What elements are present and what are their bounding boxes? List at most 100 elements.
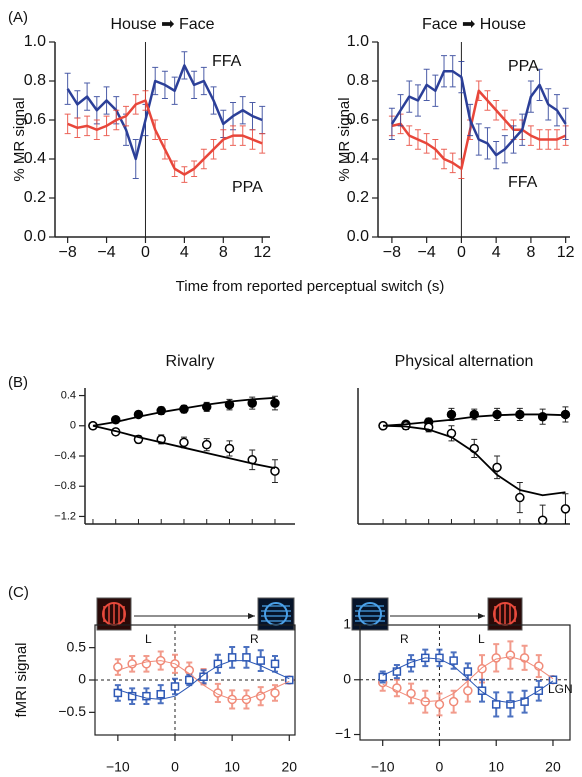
series-line bbox=[67, 99, 263, 176]
marker-circle bbox=[492, 462, 502, 473]
error-bar bbox=[388, 107, 395, 140]
stimulus-label: L bbox=[145, 632, 152, 646]
icon-stripes bbox=[355, 605, 385, 622]
x-axis-label: Time from reported perceptual switch (s) bbox=[176, 278, 445, 295]
plot-area bbox=[113, 646, 295, 710]
series-label: PPA bbox=[232, 179, 263, 196]
stimulus-label: R bbox=[250, 632, 259, 646]
x-tick-label: −4 bbox=[418, 244, 436, 261]
plot-area bbox=[64, 51, 266, 183]
marker-square bbox=[548, 675, 558, 685]
series-label: FFA bbox=[508, 174, 538, 191]
marker-circle bbox=[141, 659, 152, 669]
series-line bbox=[92, 424, 276, 469]
x-tick-label: 0 bbox=[436, 759, 444, 775]
x-tick-label: 4 bbox=[180, 244, 189, 261]
marker-square bbox=[449, 656, 458, 665]
annotation: LGN bbox=[548, 682, 573, 696]
marker-square bbox=[506, 700, 515, 709]
y-tick-label: 1 bbox=[343, 616, 351, 632]
series-line bbox=[382, 657, 554, 704]
marker-circle bbox=[560, 504, 571, 514]
x-tick-label: −4 bbox=[97, 244, 115, 261]
marker-square bbox=[270, 659, 280, 669]
y-axis-label: fMRI signal bbox=[13, 642, 30, 717]
x-tick-label: 4 bbox=[492, 244, 501, 261]
marker-square bbox=[463, 667, 473, 676]
series-line bbox=[391, 89, 567, 170]
marker-square bbox=[185, 675, 194, 685]
y-tick-label: 0.2 bbox=[347, 189, 369, 206]
y-tick-label: 0.4 bbox=[24, 150, 46, 167]
series-label: PPA bbox=[508, 58, 539, 75]
x-tick-label: −8 bbox=[59, 244, 77, 261]
x-tick-label: 10 bbox=[488, 759, 504, 775]
marker-square bbox=[520, 697, 529, 706]
marker-circle bbox=[446, 409, 457, 420]
marker-circle bbox=[537, 515, 548, 524]
panel-label: (B) bbox=[8, 374, 28, 391]
series-line bbox=[92, 396, 276, 427]
y-tick-label: 1.0 bbox=[347, 33, 369, 50]
marker-square bbox=[213, 659, 223, 669]
stimulus-label: R bbox=[400, 632, 409, 646]
x-tick-label: 8 bbox=[526, 244, 535, 261]
series-line bbox=[382, 656, 554, 703]
marker-circle bbox=[270, 466, 280, 476]
series-line bbox=[383, 424, 566, 497]
y-axis-label: % MR signal bbox=[336, 97, 353, 181]
marker-circle bbox=[201, 439, 212, 450]
panel-label: (A) bbox=[8, 9, 28, 26]
marker-circle bbox=[179, 437, 189, 448]
y-tick-label: −0.8 bbox=[54, 480, 76, 492]
y-tick-label: 0.6 bbox=[347, 111, 369, 128]
icon-stripes bbox=[494, 603, 516, 625]
icon-stripes bbox=[261, 605, 291, 622]
y-tick-label: 0 bbox=[78, 671, 86, 687]
y-tick-label: −0.5 bbox=[58, 703, 86, 719]
chart-title: Face ➡ House bbox=[422, 16, 526, 33]
marker-circle bbox=[224, 443, 235, 454]
panel-label: (C) bbox=[8, 584, 29, 601]
x-tick-label: 0 bbox=[171, 759, 179, 775]
series-line bbox=[117, 660, 290, 700]
y-tick-label: 0.4 bbox=[347, 150, 369, 167]
chart-title: House ➡ Face bbox=[110, 16, 214, 33]
marker-square bbox=[170, 682, 180, 691]
plot-area bbox=[388, 55, 569, 179]
marker-circle bbox=[113, 662, 123, 672]
marker-circle bbox=[434, 699, 445, 710]
x-tick-label: 0 bbox=[457, 244, 466, 261]
chart-title: Rivalry bbox=[166, 353, 215, 370]
y-tick-label: −1.2 bbox=[54, 510, 76, 522]
marker-square bbox=[156, 689, 165, 699]
x-tick-label: −8 bbox=[383, 244, 401, 261]
marker-square bbox=[242, 653, 251, 662]
y-tick-label: 0 bbox=[70, 420, 76, 432]
marker-square bbox=[392, 667, 402, 676]
marker-square bbox=[142, 691, 151, 701]
marker-square bbox=[491, 700, 501, 709]
plot-area bbox=[88, 395, 280, 483]
y-tick-label: 0.5 bbox=[67, 638, 87, 654]
y-tick-label: 0.8 bbox=[24, 72, 46, 89]
x-tick-label: −10 bbox=[106, 759, 130, 775]
marker-circle bbox=[448, 696, 459, 707]
x-tick-label: −10 bbox=[371, 759, 395, 775]
chart-title: Physical alternation bbox=[395, 353, 534, 370]
marker-square bbox=[127, 691, 137, 701]
y-tick-label: 1.0 bbox=[24, 33, 46, 50]
y-tick-label: 0 bbox=[343, 670, 351, 686]
marker-square bbox=[435, 653, 444, 663]
x-tick-label: 20 bbox=[545, 759, 561, 775]
marker-circle bbox=[270, 398, 280, 408]
marker-square bbox=[199, 672, 208, 682]
marker-square bbox=[256, 656, 265, 665]
plot-area bbox=[377, 640, 558, 718]
y-tick-label: 0.0 bbox=[24, 228, 46, 245]
marker-square bbox=[227, 653, 237, 662]
series-line bbox=[66, 64, 263, 161]
y-tick-label: 0.6 bbox=[24, 111, 46, 128]
stimulus-label: L bbox=[478, 632, 485, 646]
